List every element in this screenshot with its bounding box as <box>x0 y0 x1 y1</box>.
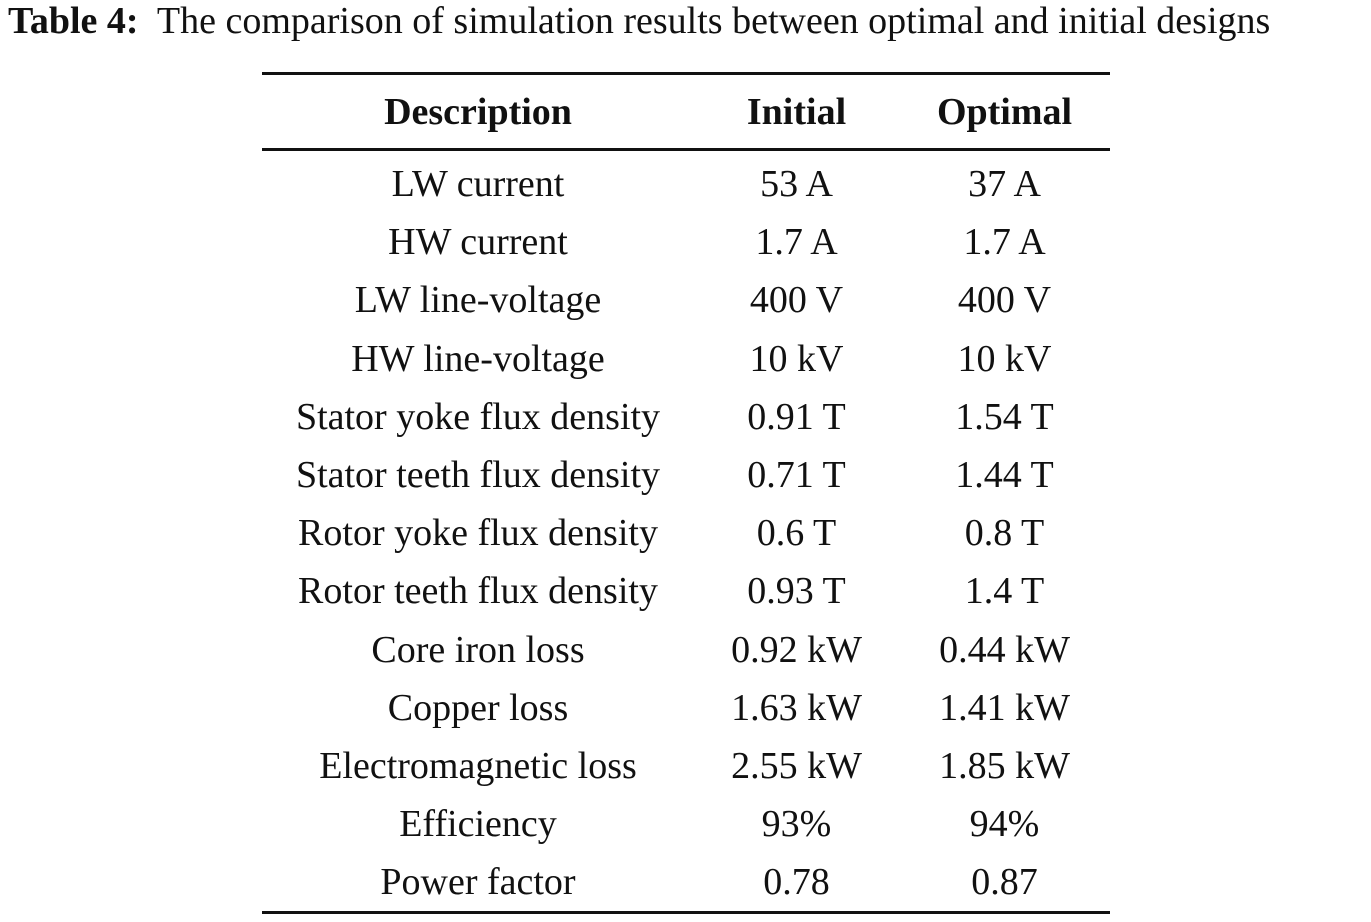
table-row: HW current 1.7 A 1.7 A <box>262 213 1110 271</box>
comparison-table: Description Initial Optimal LW current 5… <box>262 72 1110 914</box>
table-row: Core iron loss 0.92 kW 0.44 kW <box>262 621 1110 679</box>
comparison-table-container: Description Initial Optimal LW current 5… <box>262 72 1110 914</box>
table-row: HW line-voltage 10 kV 10 kV <box>262 330 1110 388</box>
cell-description: Copper loss <box>387 686 569 729</box>
cell-description: Power factor <box>380 861 576 904</box>
cell-description: HW line-voltage <box>351 337 605 380</box>
cell-description: Rotor yoke flux density <box>298 512 658 555</box>
table-row: Copper loss 1.63 kW 1.41 kW <box>262 679 1110 737</box>
header-description: Description <box>384 90 572 133</box>
cell-initial: 0.91 T <box>747 395 846 438</box>
cell-initial: 93% <box>761 803 832 846</box>
cell-optimal: 94% <box>969 803 1040 846</box>
table-row: LW current 53 A 37 A <box>262 150 1110 214</box>
cell-initial: 1.7 A <box>755 221 838 264</box>
table-header: Description Initial Optimal <box>262 73 1110 150</box>
table-body: LW current 53 A 37 A HW current 1.7 A 1.… <box>262 150 1110 913</box>
cell-description: Stator teeth flux density <box>295 454 661 497</box>
cell-initial: 0.6 T <box>756 512 837 555</box>
table-caption: Table 4: The comparison of simulation re… <box>8 0 1371 42</box>
table-row: Electromagnetic loss 2.55 kW 1.85 kW <box>262 737 1110 795</box>
cell-description: Core iron loss <box>371 628 585 671</box>
cell-description: Efficiency <box>399 803 557 846</box>
table-row: Rotor teeth flux density 0.93 T 1.4 T <box>262 562 1110 620</box>
cell-optimal: 0.87 <box>971 861 1038 904</box>
cell-initial: 53 A <box>760 163 833 206</box>
cell-optimal: 1.41 kW <box>939 686 1070 729</box>
cell-description: HW current <box>388 221 568 264</box>
table-row: Rotor yoke flux density 0.6 T 0.8 T <box>262 504 1110 562</box>
cell-initial: 10 kV <box>749 337 844 380</box>
cell-description: LW current <box>391 163 565 206</box>
table-row: LW line-voltage 400 V 400 V <box>262 271 1110 329</box>
cell-optimal: 1.85 kW <box>939 744 1070 787</box>
cell-optimal: 1.44 T <box>955 454 1054 497</box>
cell-initial: 0.92 kW <box>731 628 862 671</box>
cell-initial: 400 V <box>749 279 844 322</box>
table-row: Stator teeth flux density 0.71 T 1.44 T <box>262 446 1110 504</box>
cell-optimal: 400 V <box>957 279 1052 322</box>
cell-optimal: 1.54 T <box>955 395 1054 438</box>
cell-description: LW line-voltage <box>354 279 602 322</box>
cell-initial: 0.71 T <box>747 454 846 497</box>
table-row: Power factor 0.78 0.87 <box>262 853 1110 913</box>
cell-initial: 0.78 <box>763 861 830 904</box>
cell-optimal: 0.44 kW <box>939 628 1070 671</box>
header-initial: Initial <box>746 90 847 133</box>
cell-initial: 2.55 kW <box>731 744 862 787</box>
cell-description: Rotor teeth flux density <box>298 570 658 613</box>
cell-optimal: 1.7 A <box>963 221 1046 264</box>
header-row: Description Initial Optimal <box>262 73 1110 150</box>
header-optimal: Optimal <box>936 90 1073 133</box>
cell-description: Stator yoke flux density <box>295 395 661 438</box>
cell-optimal: 10 kV <box>957 337 1052 380</box>
cell-optimal: 37 A <box>968 163 1041 206</box>
table-caption-text: The comparison of simulation results bet… <box>156 0 1271 42</box>
table-row: Efficiency 93% 94% <box>262 795 1110 853</box>
cell-optimal: 0.8 T <box>964 512 1045 555</box>
table-row: Stator yoke flux density 0.91 T 1.54 T <box>262 388 1110 446</box>
table-caption-label: Table 4: <box>8 0 139 42</box>
cell-description: Electromagnetic loss <box>319 744 637 787</box>
cell-initial: 0.93 T <box>747 570 846 613</box>
cell-initial: 1.63 kW <box>731 686 862 729</box>
cell-optimal: 1.4 T <box>964 570 1045 613</box>
